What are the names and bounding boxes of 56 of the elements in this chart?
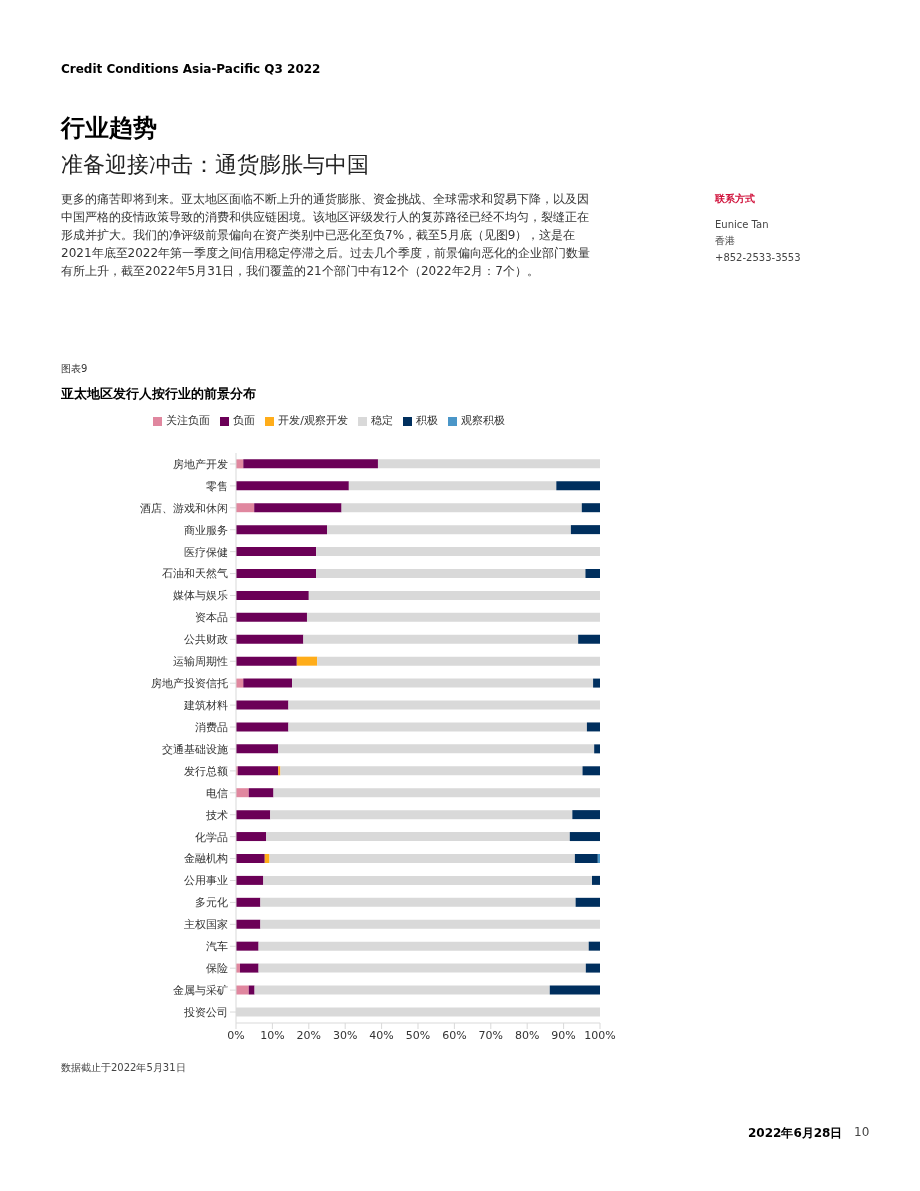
y-tick-label: 电信 (206, 786, 228, 800)
legend-label: 积极 (415, 414, 438, 427)
y-tick-label: 运输周期性 (173, 655, 228, 669)
y-tick-label: 医疗保健 (184, 545, 228, 559)
text: 数据截止于2022年5月31日 (61, 1061, 186, 1075)
y-tick-label: 公共财政 (184, 633, 228, 647)
y-tick-label: 房地产开发 (173, 457, 228, 471)
y-tick-label: 零售 (206, 479, 228, 493)
y-tick-label: 公用事业 (184, 874, 228, 888)
text: +852-2533-3553 (715, 252, 801, 263)
y-tick-label: 资本品 (195, 611, 228, 625)
y-tick-label: 商业服务 (184, 523, 228, 537)
y-tick-label: 化学品 (195, 830, 228, 844)
legend-label: 负面 (233, 414, 256, 427)
text: 10 (854, 1125, 870, 1139)
text: 图表9 (61, 362, 88, 376)
y-tick-label: 投资公司 (183, 1005, 228, 1019)
y-tick-label: 技术 (205, 808, 228, 822)
x-tick-label: 10% (260, 1028, 285, 1042)
y-tick-label: 媒体与娱乐 (173, 589, 228, 603)
x-tick-label: 70% (478, 1028, 504, 1042)
text: 香港 (715, 234, 735, 248)
text: 行业趋势 (61, 113, 157, 144)
text: Eunice Tan (715, 219, 769, 230)
legend-label: 稳定 (370, 414, 393, 427)
y-tick-label: 多元化 (195, 896, 228, 910)
y-tick-label: 建筑材料 (183, 699, 228, 713)
x-tick-label: 20% (296, 1028, 322, 1042)
y-tick-label: 酒店、游戏和休闲 (140, 501, 228, 515)
x-tick-label: 80% (514, 1028, 540, 1042)
text: 准备迎接冲击：通货膨胀与中国 (61, 151, 369, 179)
y-tick-label: 发行总额 (184, 764, 228, 778)
y-tick-label: 金融机构 (184, 852, 228, 866)
chart-title: 亚太地区发行人按行业的前景分布 (61, 385, 256, 403)
text: 2022年6月28日 (748, 1125, 843, 1142)
x-tick-label: 50% (405, 1028, 431, 1042)
legend-label: 开发/观察开发 (278, 414, 348, 427)
y-tick-label: 交通基础设施 (162, 742, 228, 756)
text: 联系方式 (715, 192, 755, 206)
legend-label: 关注负面 (166, 414, 211, 427)
y-tick-label: 消费品 (195, 720, 228, 734)
x-tick-label: 100% (584, 1028, 616, 1042)
text: 更多的痛苦即将到来。亚太地区面临不断上升的通货膨胀、资金挑战、全球需求和贸易下降，以及因中国严格的疫情政策导致的消费和供应链困境。该地区评级发行人的复苏路径已经不均匀，裂缝正在形成并扩大。我们的净评级前景偏向在资产类别中已恶化至负7%，截至5月底（见图9），这是在2021年底至2022年第一季度之间信用稳定停滞之后。过去几个季度，前景偏向恶化的企业部门数量有所上升，截至2022年5月31日，我们覆盖的21个部门中有12个（2022年2月：7个）。 (61, 191, 591, 280)
x-tick-label: 40% (369, 1028, 394, 1042)
x-tick-label: 60% (442, 1028, 467, 1042)
y-tick-label: 保险 (206, 962, 228, 976)
y-tick-label: 金属与采矿 (173, 984, 228, 998)
x-tick-label: 0% (227, 1028, 245, 1042)
text: Credit Conditions Asia-Pacific Q3 2022 (61, 62, 321, 76)
y-tick-label: 房地产投资信托 (151, 677, 228, 691)
legend-label: 观察积极 (460, 414, 505, 427)
y-tick-label: 主权国家 (184, 918, 228, 932)
y-tick-label: 石油和天然气 (162, 567, 228, 581)
x-tick-label: 30% (332, 1028, 358, 1042)
x-tick-label: 90% (551, 1028, 576, 1042)
y-tick-label: 汽车 (206, 940, 228, 954)
